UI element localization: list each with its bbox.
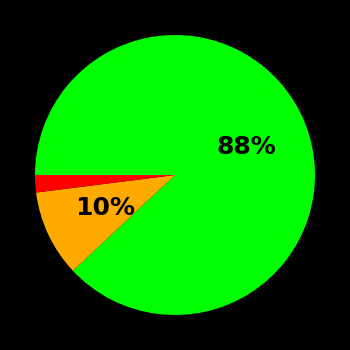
Wedge shape <box>35 175 175 192</box>
Wedge shape <box>35 35 315 315</box>
Text: 88%: 88% <box>217 135 276 159</box>
Wedge shape <box>36 175 175 271</box>
Text: 10%: 10% <box>75 196 135 220</box>
